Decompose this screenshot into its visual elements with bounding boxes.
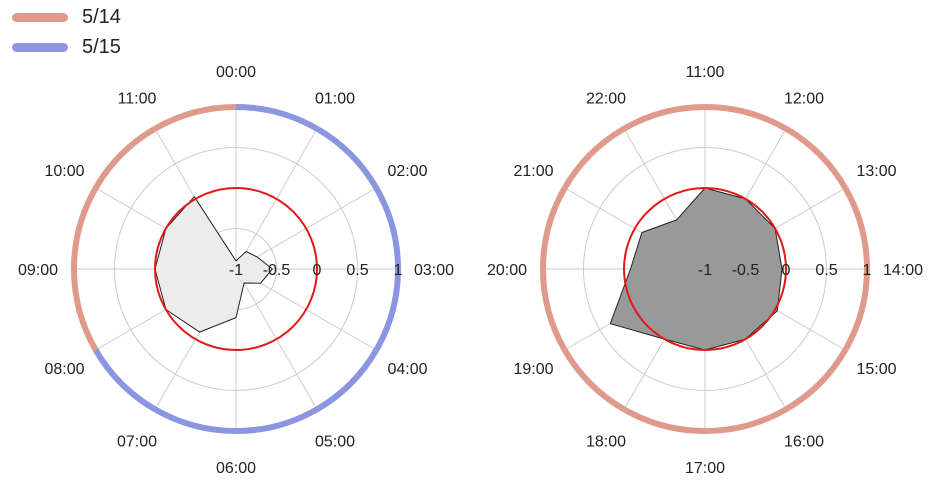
hour-label: 08:00	[44, 361, 84, 378]
hour-label: 03:00	[414, 262, 454, 279]
outer-ring-arc	[93, 126, 157, 190]
hour-label: 12:00	[784, 91, 824, 108]
legend-swatch-5-15	[12, 42, 68, 52]
radial-tick-label: -0.5	[263, 262, 291, 279]
hour-label: 01:00	[315, 91, 355, 108]
outer-ring-arc	[562, 348, 626, 412]
legend-item-5-15: 5/15	[12, 32, 121, 62]
hour-label: 18:00	[586, 434, 626, 451]
outer-ring-arc	[842, 186, 870, 270]
radial-tick-label: 1	[863, 262, 872, 279]
radial-tick-label: -1	[229, 262, 243, 279]
outer-ring-arc	[540, 186, 568, 270]
outer-ring-arc	[153, 406, 237, 434]
legend-item-5-14: 5/14	[12, 2, 121, 32]
outer-ring-arc	[235, 406, 319, 434]
outer-ring-arc	[373, 186, 401, 270]
radial-tick-label: 0	[782, 262, 791, 279]
outer-ring-arc	[842, 268, 870, 352]
legend-swatch-5-14	[12, 12, 68, 22]
outer-ring-arc	[784, 126, 848, 190]
outer-ring-arc	[784, 348, 848, 412]
radial-tick-label: 0.5	[815, 262, 837, 279]
outer-ring-arc	[704, 104, 788, 132]
hour-label: 04:00	[387, 361, 427, 378]
reference-circle	[154, 187, 318, 351]
radial-tick-label: -0.5	[732, 262, 760, 279]
outer-ring-arc	[622, 104, 706, 132]
hour-label: 10:00	[44, 163, 84, 180]
outer-ring-arc	[153, 104, 237, 132]
legend-label-5-15: 5/15	[82, 35, 121, 58]
hour-label: 00:00	[216, 64, 256, 81]
radial-tick-label: -1	[698, 262, 712, 279]
radial-tick-label: 0.5	[346, 262, 368, 279]
outer-ring-arc	[71, 268, 99, 352]
hour-label: 14:00	[883, 262, 923, 279]
hour-label: 15:00	[856, 361, 896, 378]
outer-ring-arc	[93, 348, 157, 412]
legend: 5/14 5/15	[12, 2, 121, 62]
hour-label: 22:00	[586, 91, 626, 108]
hour-label: 16:00	[784, 434, 824, 451]
outer-ring-arc	[540, 268, 568, 352]
outer-ring-arc	[315, 126, 379, 190]
hour-label: 21:00	[513, 163, 553, 180]
hour-label: 19:00	[513, 361, 553, 378]
hour-label: 20:00	[487, 262, 527, 279]
hour-label: 06:00	[216, 460, 256, 477]
outer-ring-arc	[373, 268, 401, 352]
legend-label-5-14: 5/14	[82, 5, 121, 28]
outer-ring-arc	[562, 126, 626, 190]
hour-label: 17:00	[685, 460, 725, 477]
reference-circle	[623, 187, 787, 351]
hour-label: 09:00	[18, 262, 58, 279]
hour-label: 11:00	[118, 91, 157, 108]
hour-label: 05:00	[315, 434, 355, 451]
hour-label: 13:00	[856, 163, 896, 180]
radial-tick-label: 1	[394, 262, 403, 279]
outer-ring-arc	[704, 406, 788, 434]
radial-tick-label: 0	[313, 262, 322, 279]
outer-ring-arc	[235, 104, 319, 132]
outer-ring-arc	[622, 406, 706, 434]
hour-label: 07:00	[117, 434, 157, 451]
outer-ring-arc	[71, 186, 99, 270]
hour-label: 11:00	[686, 64, 725, 81]
outer-ring-arc	[315, 348, 379, 412]
hour-label: 02:00	[387, 163, 427, 180]
